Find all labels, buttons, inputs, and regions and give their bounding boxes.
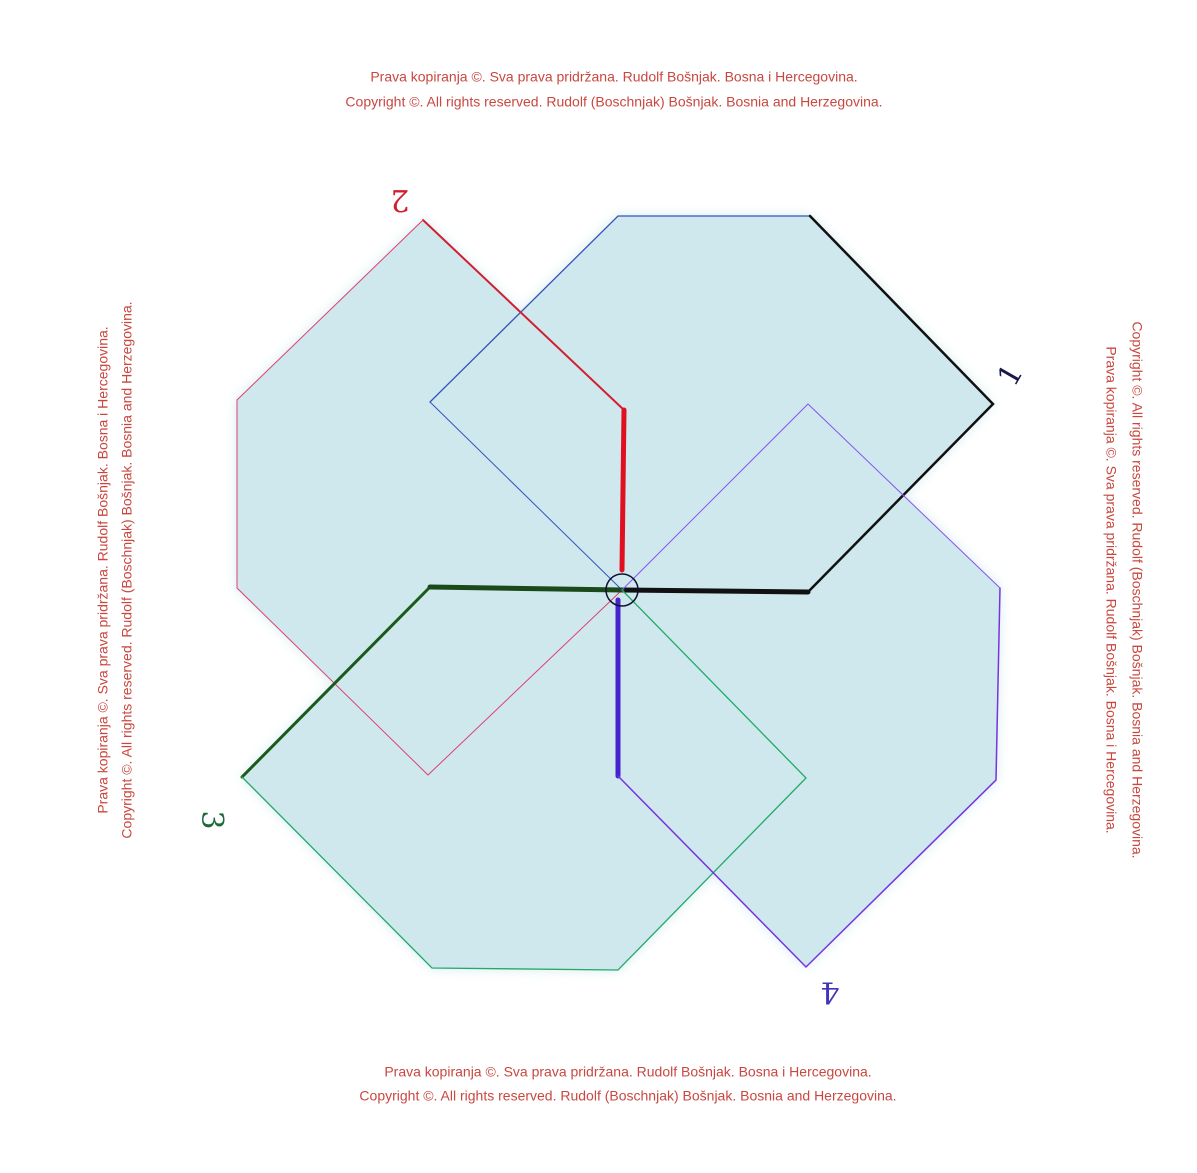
copyright-line: Prava kopiranja ©. Sva prava pridržana. … <box>384 1064 871 1080</box>
shape-fill <box>237 216 1000 970</box>
shape-label: 3 <box>194 810 229 829</box>
copyright-line: Prava kopiranja ©. Sva prava pridržana. … <box>1103 346 1119 833</box>
copyright-line: Copyright ©. All rights reserved. Rudolf… <box>359 1088 896 1104</box>
copyright-notice: Prava kopiranja ©. Sva prava pridržana. … <box>95 301 135 838</box>
shape-label: 1 <box>991 358 1031 392</box>
copyright-line: Copyright ©. All rights reserved. Rudolf… <box>119 301 135 838</box>
copyright-line: Copyright ©. All rights reserved. Rudolf… <box>1129 321 1145 858</box>
shape-label: 4 <box>820 974 839 1009</box>
shape-label: 2 <box>390 182 409 217</box>
copyright-line: Prava kopiranja ©. Sva prava pridržana. … <box>370 69 857 85</box>
copyright-line: Prava kopiranja ©. Sva prava pridržana. … <box>95 326 111 813</box>
copyright-notice: Prava kopiranja ©. Sva prava pridržana. … <box>1103 321 1145 858</box>
shape-outlines <box>236 214 1001 971</box>
copyright-line: Copyright ©. All rights reserved. Rudolf… <box>345 94 882 110</box>
